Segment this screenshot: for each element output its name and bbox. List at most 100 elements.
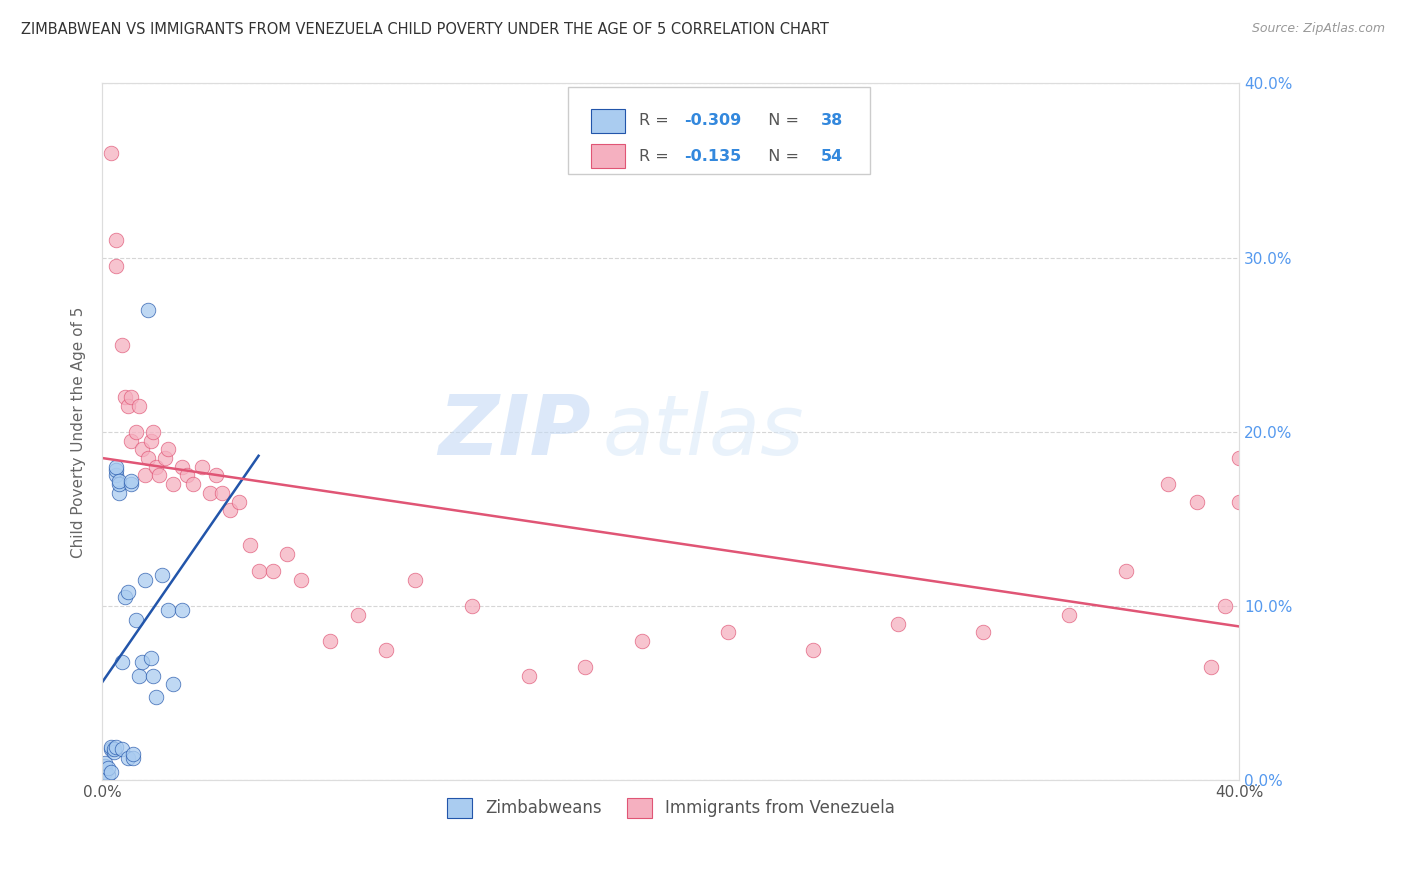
- Point: [111, 742, 134, 756]
- Point: [94, 764, 117, 779]
- Point: [117, 750, 139, 764]
- Point: [105, 260, 128, 274]
- FancyBboxPatch shape: [568, 87, 870, 174]
- Text: R =: R =: [638, 113, 673, 128]
- Point: [1227, 450, 1250, 465]
- Point: [125, 613, 148, 627]
- Point: [120, 474, 142, 488]
- Point: [139, 651, 162, 665]
- Point: [170, 602, 193, 616]
- Point: [108, 486, 131, 500]
- Point: [162, 477, 184, 491]
- Point: [105, 233, 128, 247]
- Point: [156, 602, 179, 616]
- Text: -0.135: -0.135: [685, 149, 741, 163]
- Point: [1115, 564, 1137, 578]
- Point: [142, 425, 165, 439]
- Point: [105, 740, 128, 755]
- Point: [1057, 607, 1080, 622]
- Point: [375, 642, 398, 657]
- Point: [103, 742, 125, 756]
- Point: [145, 459, 167, 474]
- Point: [318, 634, 340, 648]
- Point: [219, 503, 242, 517]
- Point: [108, 477, 131, 491]
- Point: [111, 338, 134, 352]
- FancyBboxPatch shape: [591, 109, 626, 133]
- Point: [100, 146, 122, 161]
- Point: [176, 468, 198, 483]
- Point: [148, 468, 170, 483]
- Point: [120, 390, 142, 404]
- Text: -0.309: -0.309: [685, 113, 741, 128]
- Point: [100, 764, 122, 779]
- Point: [114, 390, 136, 404]
- Point: [145, 690, 167, 704]
- Text: Source: ZipAtlas.com: Source: ZipAtlas.com: [1251, 22, 1385, 36]
- Point: [1157, 477, 1180, 491]
- Point: [150, 567, 173, 582]
- Point: [170, 459, 193, 474]
- Point: [117, 399, 139, 413]
- Point: [887, 616, 910, 631]
- Point: [211, 486, 233, 500]
- Point: [97, 761, 120, 775]
- Point: [262, 564, 284, 578]
- Point: [156, 442, 179, 457]
- Point: [111, 655, 134, 669]
- Point: [125, 425, 148, 439]
- Point: [131, 655, 153, 669]
- Text: atlas: atlas: [603, 392, 804, 473]
- Point: [404, 573, 426, 587]
- Point: [1185, 494, 1208, 508]
- Point: [136, 302, 159, 317]
- Point: [105, 459, 128, 474]
- Point: [574, 660, 596, 674]
- Point: [105, 468, 128, 483]
- Point: [105, 463, 128, 477]
- Point: [136, 450, 159, 465]
- Point: [200, 486, 222, 500]
- Point: [131, 442, 153, 457]
- Text: N =: N =: [758, 113, 804, 128]
- Point: [517, 669, 540, 683]
- Point: [134, 573, 156, 587]
- Point: [181, 477, 204, 491]
- Point: [801, 642, 824, 657]
- Point: [97, 768, 120, 782]
- Point: [228, 494, 250, 508]
- Point: [162, 677, 184, 691]
- Text: ZIMBABWEAN VS IMMIGRANTS FROM VENEZUELA CHILD POVERTY UNDER THE AGE OF 5 CORRELA: ZIMBABWEAN VS IMMIGRANTS FROM VENEZUELA …: [21, 22, 830, 37]
- Point: [205, 468, 228, 483]
- Text: 38: 38: [821, 113, 844, 128]
- Point: [276, 547, 298, 561]
- Point: [1199, 660, 1222, 674]
- Point: [239, 538, 262, 552]
- Text: 54: 54: [821, 149, 844, 163]
- Text: N =: N =: [758, 149, 804, 163]
- Point: [94, 756, 117, 770]
- Point: [247, 564, 270, 578]
- Text: R =: R =: [638, 149, 673, 163]
- Legend: Zimbabweans, Immigrants from Venezuela: Zimbabweans, Immigrants from Venezuela: [440, 791, 901, 824]
- Point: [190, 459, 212, 474]
- Point: [1227, 494, 1250, 508]
- Point: [122, 750, 145, 764]
- Point: [108, 474, 131, 488]
- Point: [114, 591, 136, 605]
- Point: [103, 746, 125, 760]
- Text: ZIP: ZIP: [439, 392, 591, 473]
- Point: [120, 434, 142, 448]
- Point: [122, 747, 145, 761]
- Point: [347, 607, 370, 622]
- Point: [716, 625, 738, 640]
- Y-axis label: Child Poverty Under the Age of 5: Child Poverty Under the Age of 5: [72, 306, 86, 558]
- Point: [631, 634, 654, 648]
- Point: [139, 434, 162, 448]
- Point: [972, 625, 994, 640]
- Point: [120, 477, 142, 491]
- Point: [290, 573, 312, 587]
- Point: [100, 742, 122, 756]
- Point: [153, 450, 176, 465]
- Point: [94, 759, 117, 773]
